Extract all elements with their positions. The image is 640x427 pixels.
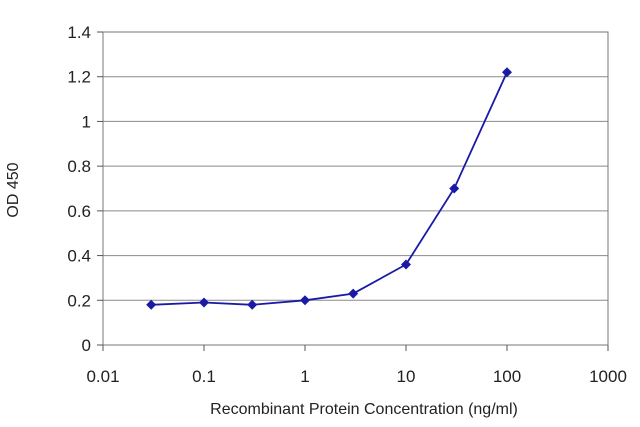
axis-ticks: 0 0.2 0.4 0.6 0.8 1 1.2 1.4 0.01 0.1 1 10 100 1000 [67, 23, 627, 386]
data-point-marker [401, 259, 411, 270]
data-point-marker [146, 299, 157, 310]
data-point-marker [300, 295, 310, 306]
y-tick-label: 0.8 [67, 157, 91, 176]
y-tick-label: 0.4 [67, 247, 91, 266]
y-tick-label: 0 [82, 336, 91, 355]
data-point-marker [502, 67, 512, 78]
y-tick-label: 0.6 [67, 202, 91, 221]
x-axis-title: Recombinant Protein Concentration (ng/ml… [210, 401, 518, 418]
x-tick-label: 0.1 [192, 367, 216, 386]
y-axis-title: OD 450 [5, 162, 22, 217]
data-series [146, 67, 512, 310]
data-point-marker [348, 288, 359, 299]
y-tick-label: 1 [82, 112, 91, 131]
plot-area-frame [102, 31, 609, 346]
y-tick-label: 1.4 [67, 23, 91, 42]
grid-lines [103, 76, 608, 301]
x-tick-label: 10 [397, 367, 416, 386]
series-line [151, 71, 508, 306]
x-tick-label: 1 [300, 367, 309, 386]
data-point-marker [247, 299, 258, 310]
y-tick-label: 1.2 [67, 68, 91, 87]
y-tick-label: 0.2 [67, 291, 91, 310]
x-tick-label: 100 [493, 367, 521, 386]
data-point-marker [449, 183, 460, 194]
data-point-marker [199, 297, 209, 308]
x-tick-label: 0.01 [86, 367, 119, 386]
x-tick-label: 1000 [589, 367, 627, 386]
